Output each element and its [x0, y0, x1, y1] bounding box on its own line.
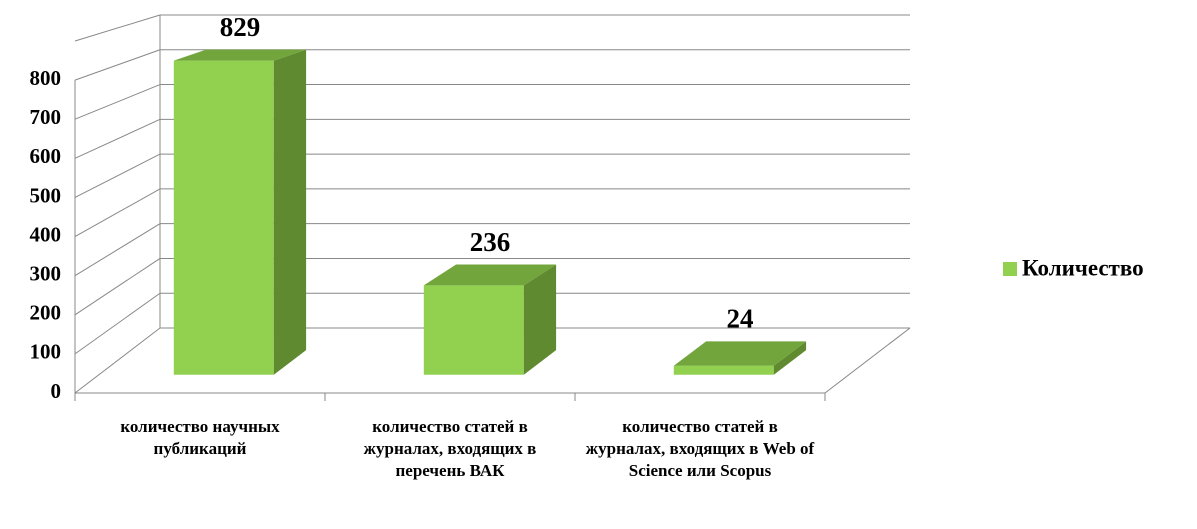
wall-diagonal	[74, 14, 161, 42]
x-tick-label: количество статей в журналах, входящих в…	[585, 417, 815, 480]
grid-line	[74, 327, 161, 394]
bar-side	[273, 49, 307, 375]
y-tick-label: 100	[30, 340, 62, 364]
x-tick-label: количество статей в журналах, входящих в…	[363, 417, 537, 480]
bar-top	[423, 264, 557, 286]
x-tick-label: количество научных публикаций	[120, 417, 280, 458]
bar-top	[673, 341, 807, 366]
bar-front	[423, 285, 524, 375]
y-tick-label: 600	[30, 144, 62, 168]
floor-right	[824, 327, 911, 394]
grid-line	[74, 49, 161, 81]
grid-line	[74, 223, 161, 277]
legend-label: Количество	[1022, 255, 1144, 280]
bar-side	[523, 264, 557, 375]
bar	[423, 264, 557, 375]
bar	[673, 341, 807, 375]
bar	[173, 49, 307, 375]
grid-line	[74, 258, 161, 316]
data-label: 829	[220, 12, 261, 42]
y-tick-label: 300	[30, 261, 62, 285]
grid-line	[74, 84, 161, 120]
bar-front	[173, 60, 274, 375]
bar-side	[773, 341, 807, 375]
data-label: 24	[726, 304, 753, 334]
legend-swatch	[1003, 262, 1017, 276]
y-tick-label: 400	[30, 222, 62, 246]
y-tick-label: 700	[30, 105, 62, 129]
grid-line	[74, 292, 161, 355]
bar-front	[673, 365, 774, 375]
y-tick-label: 200	[30, 301, 62, 325]
y-tick-label: 800	[30, 66, 62, 90]
grid-line	[74, 153, 161, 198]
grid-line	[74, 188, 161, 237]
data-label: 236	[470, 227, 511, 257]
y-tick-label: 0	[51, 379, 62, 403]
y-tick-label: 500	[30, 183, 62, 207]
grid-line	[74, 118, 161, 159]
bar-top	[173, 49, 307, 61]
